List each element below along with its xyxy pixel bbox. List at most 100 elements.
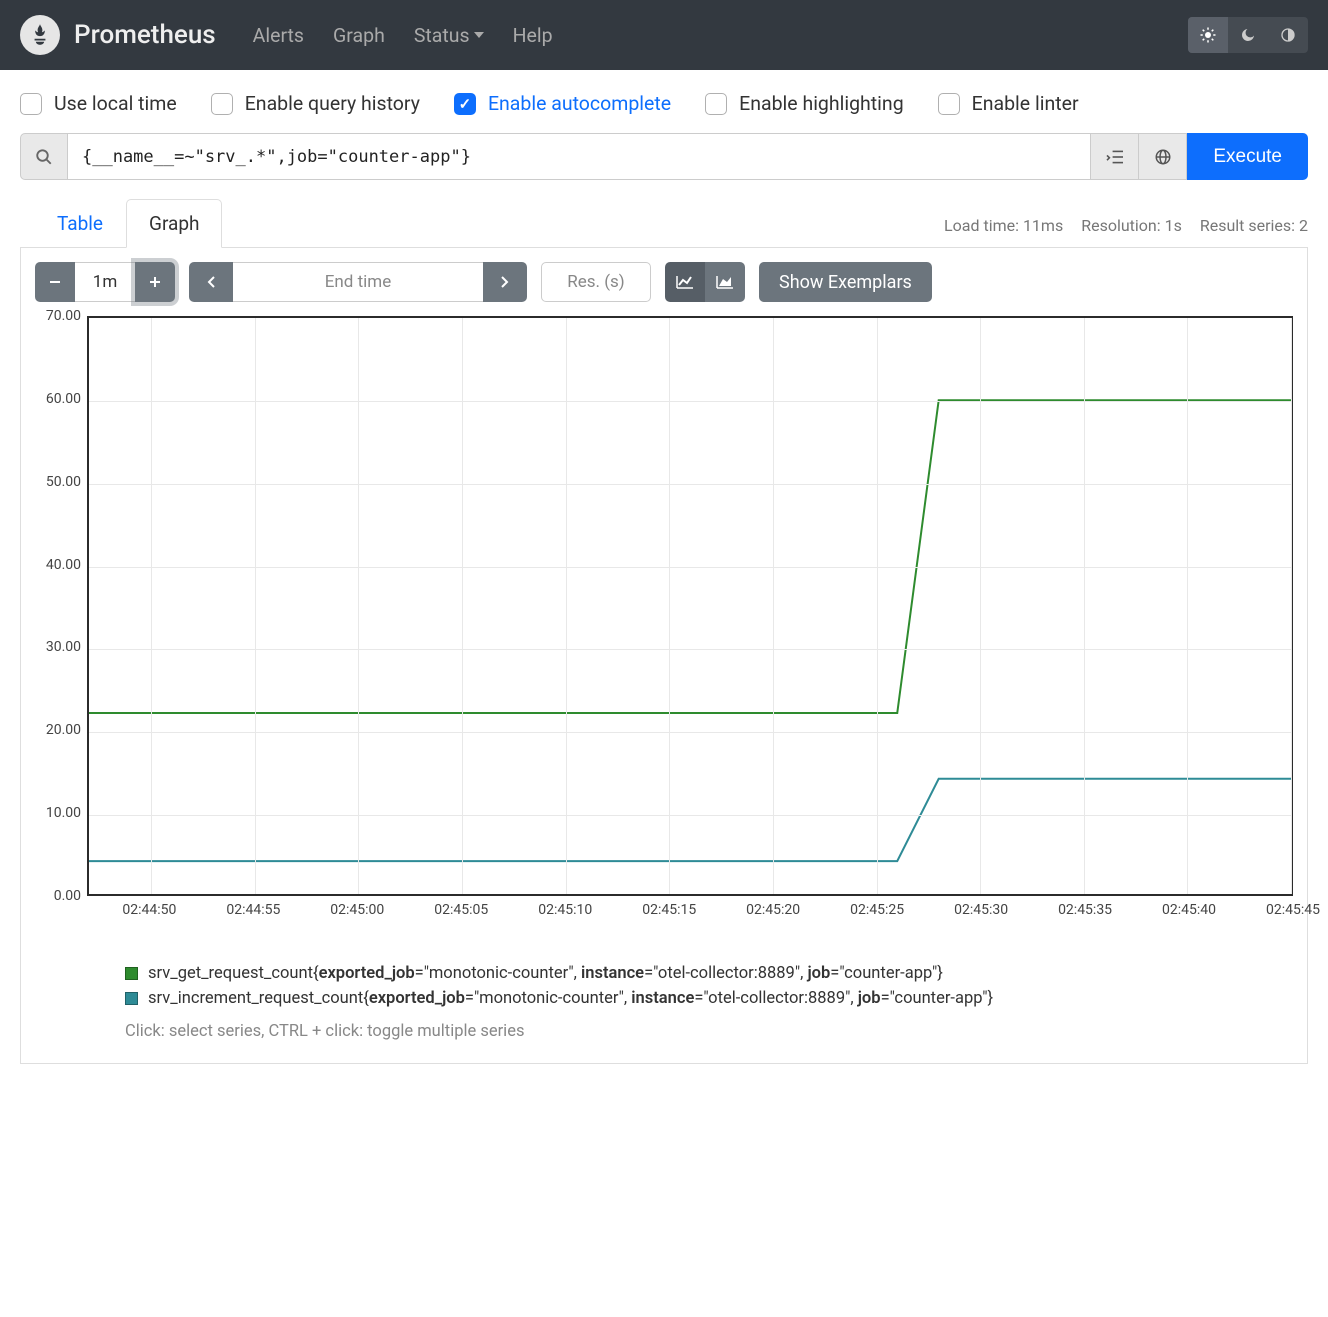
legend-item[interactable]: srv_get_request_count{exported_job="mono… <box>125 964 1293 983</box>
x-tick-label: 02:45:30 <box>954 902 1008 918</box>
series-line[interactable] <box>89 400 1291 713</box>
legend-label: srv_get_request_count{exported_job="mono… <box>148 964 943 983</box>
search-icon <box>35 148 53 166</box>
plus-icon <box>148 275 162 289</box>
checkbox-icon <box>211 93 233 115</box>
y-tick-label: 70.00 <box>46 308 81 324</box>
plot-area[interactable] <box>87 316 1293 896</box>
theme-toggle <box>1188 17 1308 53</box>
x-tick-label: 02:45:05 <box>434 902 488 918</box>
chart-type-line-button[interactable] <box>665 262 705 302</box>
show-exemplars-button[interactable]: Show Exemplars <box>759 262 932 302</box>
option-label: Enable highlighting <box>739 92 904 115</box>
x-tick-label: 02:45:10 <box>538 902 592 918</box>
metrics-explorer-button[interactable] <box>20 133 68 180</box>
x-tick-label: 02:44:55 <box>226 902 280 918</box>
chart-type-toggle <box>665 262 745 302</box>
legend-hint: Click: select series, CTRL + click: togg… <box>125 1022 1293 1041</box>
tab-graph[interactable]: Graph <box>126 199 222 248</box>
query-bar: {__name__=~"srv_.*",job="counter-app"} E… <box>20 133 1308 180</box>
range-increase-button[interactable] <box>135 262 175 302</box>
expression-input[interactable]: {__name__=~"srv_.*",job="counter-app"} <box>68 133 1091 180</box>
option-use-local-time[interactable]: Use local time <box>20 92 177 115</box>
nav-link-status-label: Status <box>414 24 470 47</box>
y-tick-label: 10.00 <box>46 805 81 821</box>
nav-link-alerts[interactable]: Alerts <box>241 16 316 55</box>
prometheus-logo-icon <box>20 15 60 55</box>
end-time-control: End time <box>189 262 527 302</box>
x-tick-label: 02:45:35 <box>1058 902 1112 918</box>
tab-table[interactable]: Table <box>34 199 126 248</box>
end-time-prev-button[interactable] <box>189 262 233 302</box>
execute-button[interactable]: Execute <box>1187 133 1308 180</box>
checkbox-icon <box>705 93 727 115</box>
y-tick-label: 40.00 <box>46 557 81 573</box>
x-tick-label: 02:45:45 <box>1266 902 1320 918</box>
nav-link-help[interactable]: Help <box>501 16 565 55</box>
legend-item[interactable]: srv_increment_request_count{exported_job… <box>125 989 1293 1008</box>
nav-link-graph[interactable]: Graph <box>321 16 397 55</box>
open-external-button[interactable] <box>1139 133 1187 180</box>
chevron-right-icon <box>500 275 510 289</box>
navbar: Prometheus Alerts Graph Status Help <box>0 0 1328 70</box>
x-tick-label: 02:45:20 <box>746 902 800 918</box>
time-range-control: 1m <box>35 262 175 302</box>
stat-result-series: Result series: 2 <box>1200 216 1308 235</box>
nav-link-status[interactable]: Status <box>402 16 496 55</box>
chart: 0.0010.0020.0030.0040.0050.0060.0070.00 <box>35 316 1293 896</box>
checkbox-icon <box>938 93 960 115</box>
sun-icon <box>1199 26 1217 44</box>
result-tabs: Table Graph Load time: 11ms Resolution: … <box>20 198 1308 248</box>
x-axis: 02:44:50 02:44:55 02:45:00 02:45:05 02:45:10… <box>87 896 1293 924</box>
globe-icon <box>1154 148 1172 166</box>
checkbox-icon <box>20 93 42 115</box>
minus-icon <box>48 275 62 289</box>
option-enable-highlighting[interactable]: Enable highlighting <box>705 92 904 115</box>
option-enable-linter[interactable]: Enable linter <box>938 92 1079 115</box>
x-tick-label: 02:45:00 <box>330 902 384 918</box>
theme-dark-button[interactable] <box>1228 17 1268 53</box>
option-label: Use local time <box>54 92 177 115</box>
option-label: Enable linter <box>972 92 1079 115</box>
legend-swatch-icon <box>125 967 138 980</box>
query-options-row: Use local time Enable query history Enable… <box>0 70 1328 127</box>
contrast-icon <box>1280 27 1296 43</box>
stat-resolution: Resolution: 1s <box>1081 216 1182 235</box>
x-tick-label: 02:45:40 <box>1162 902 1216 918</box>
range-value[interactable]: 1m <box>75 262 135 302</box>
format-icon <box>1105 149 1125 165</box>
option-label: Enable autocomplete <box>488 92 671 115</box>
x-tick-label: 02:45:25 <box>850 902 904 918</box>
checkbox-icon <box>454 93 476 115</box>
moon-icon <box>1240 27 1256 43</box>
option-enable-autocomplete[interactable]: Enable autocomplete <box>454 92 671 115</box>
line-chart-icon <box>676 275 694 289</box>
option-enable-query-history[interactable]: Enable query history <box>211 92 420 115</box>
chart-type-stacked-button[interactable] <box>705 262 745 302</box>
brand-name: Prometheus <box>74 20 216 50</box>
chevron-left-icon <box>206 275 216 289</box>
legend: srv_get_request_count{exported_job="mono… <box>125 964 1293 1041</box>
y-tick-label: 50.00 <box>46 474 81 490</box>
series-line[interactable] <box>89 779 1291 861</box>
stat-load-time: Load time: 11ms <box>944 216 1063 235</box>
brand[interactable]: Prometheus <box>20 15 216 55</box>
end-time-input[interactable]: End time <box>233 262 483 302</box>
resolution-input[interactable]: Res. (s) <box>541 262 651 302</box>
graph-controls: 1m End time Res. (s) Show Exemplars <box>35 262 1293 302</box>
x-tick-label: 02:45:15 <box>642 902 696 918</box>
range-decrease-button[interactable] <box>35 262 75 302</box>
option-label: Enable query history <box>245 92 420 115</box>
legend-swatch-icon <box>125 992 138 1005</box>
x-tick-label: 02:44:50 <box>122 902 176 918</box>
y-tick-label: 0.00 <box>54 888 81 904</box>
format-query-button[interactable] <box>1091 133 1139 180</box>
y-axis: 0.0010.0020.0030.0040.0050.0060.0070.00 <box>35 316 87 896</box>
y-tick-label: 60.00 <box>46 391 81 407</box>
y-tick-label: 20.00 <box>46 722 81 738</box>
end-time-next-button[interactable] <box>483 262 527 302</box>
theme-light-button[interactable] <box>1188 17 1228 53</box>
theme-auto-button[interactable] <box>1268 17 1308 53</box>
y-tick-label: 30.00 <box>46 639 81 655</box>
graph-panel: 1m End time Res. (s) Show Exemplars <box>20 248 1308 1064</box>
